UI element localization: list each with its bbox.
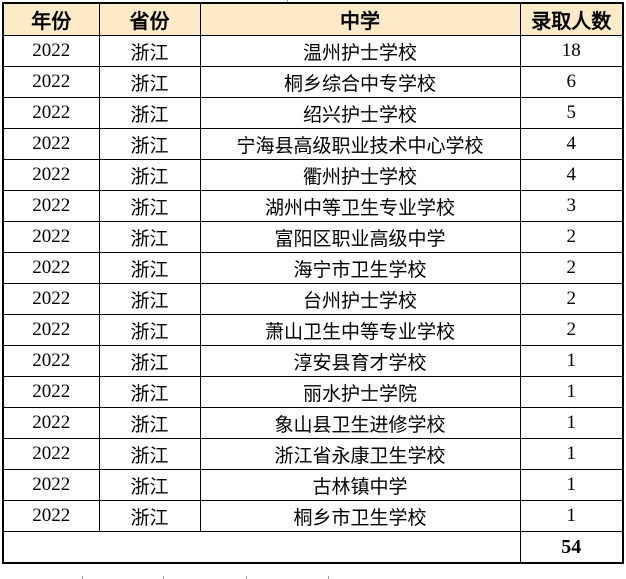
cell-year: 2022 [2,128,100,160]
cell-province: 浙江 [98,283,201,315]
cell-province: 浙江 [98,500,201,532]
col-header-count: 录取人数 [519,2,624,36]
table-row: 2022 浙江 台州护士学校 2 [2,283,624,315]
table-row: 2022 浙江 桐乡综合中专学校 6 [2,66,624,98]
cell-school: 温州护士学校 [199,35,521,67]
cell-school: 浙江省永康卫生学校 [199,438,521,470]
cell-school: 富阳区职业高级中学 [199,221,521,253]
cell-count: 1 [519,438,624,470]
cell-year: 2022 [2,500,100,532]
cell-count: 5 [519,97,624,129]
cell-province: 浙江 [98,376,201,408]
cell-year: 2022 [2,376,100,408]
col-header-year: 年份 [2,2,100,36]
cell-school: 丽水护士学院 [199,376,521,408]
admissions-table: 年份 省份 中学 录取人数 2022 浙江 温州护士学校 18 2022 浙江 … [2,2,624,564]
cell-province: 浙江 [98,159,201,191]
gridline-stub [287,0,288,2]
cell-province: 浙江 [98,345,201,377]
cell-count: 1 [519,376,624,408]
header-row: 年份 省份 中学 录取人数 [2,2,624,36]
cell-count: 4 [519,128,624,160]
cell-count: 1 [519,469,624,501]
cell-school: 台州护士学校 [199,283,521,315]
cell-count: 2 [519,314,624,346]
table-row: 2022 浙江 桐乡市卫生学校 1 [2,500,624,532]
cell-count: 1 [519,407,624,439]
cell-school: 淳安县育才学校 [199,345,521,377]
cell-count: 6 [519,66,624,98]
table-row: 2022 浙江 宁海县高级职业技术中心学校 4 [2,128,624,160]
cell-year: 2022 [2,283,100,315]
cell-province: 浙江 [98,252,201,284]
table-row: 2022 浙江 绍兴护士学校 5 [2,97,624,129]
cell-school: 象山县卫生进修学校 [199,407,521,439]
col-header-school: 中学 [199,2,521,36]
cell-province: 浙江 [98,66,201,98]
cell-province: 浙江 [98,128,201,160]
cell-school: 海宁市卫生学校 [199,252,521,284]
cell-province: 浙江 [98,190,201,222]
cell-count: 3 [519,190,624,222]
table-body: 2022 浙江 温州护士学校 18 2022 浙江 桐乡综合中专学校 6 202… [2,35,624,532]
total-row: 54 [2,531,624,564]
cell-count: 18 [519,35,624,67]
table-row: 2022 浙江 浙江省永康卫生学校 1 [2,438,624,470]
cell-school: 桐乡市卫生学校 [199,500,521,532]
cell-school: 桐乡综合中专学校 [199,66,521,98]
table-row: 2022 浙江 象山县卫生进修学校 1 [2,407,624,439]
cell-count: 2 [519,283,624,315]
total-count: 54 [519,531,624,564]
cell-year: 2022 [2,314,100,346]
table-row: 2022 浙江 衢州护士学校 4 [2,159,624,191]
cell-count: 4 [519,159,624,191]
table-row: 2022 浙江 古林镇中学 1 [2,469,624,501]
cell-count: 2 [519,221,624,253]
cell-province: 浙江 [98,97,201,129]
gridline-stub [82,576,83,579]
cell-province: 浙江 [98,35,201,67]
table-row: 2022 浙江 湖州中等卫生专业学校 3 [2,190,624,222]
cell-year: 2022 [2,35,100,67]
cell-province: 浙江 [98,221,201,253]
cell-school: 湖州中等卫生专业学校 [199,190,521,222]
cell-year: 2022 [2,252,100,284]
cell-year: 2022 [2,97,100,129]
cell-year: 2022 [2,159,100,191]
cell-year: 2022 [2,190,100,222]
gridline-stub [246,576,247,579]
cell-school: 宁海县高级职业技术中心学校 [199,128,521,160]
cell-province: 浙江 [98,407,201,439]
cell-province: 浙江 [98,314,201,346]
cell-school: 绍兴护士学校 [199,97,521,129]
table-row: 2022 浙江 温州护士学校 18 [2,35,624,67]
table-row: 2022 浙江 富阳区职业高级中学 2 [2,221,624,253]
cell-province: 浙江 [98,438,201,470]
cell-count: 1 [519,345,624,377]
cell-school: 古林镇中学 [199,469,521,501]
cell-count: 1 [519,500,624,532]
cell-school: 衢州护士学校 [199,159,521,191]
cell-count: 2 [519,252,624,284]
gridline-stub [328,576,329,579]
cell-province: 浙江 [98,469,201,501]
gridline-stub [163,576,164,579]
table-row: 2022 浙江 丽水护士学院 1 [2,376,624,408]
table-row: 2022 浙江 淳安县育才学校 1 [2,345,624,377]
cell-year: 2022 [2,438,100,470]
cell-year: 2022 [2,345,100,377]
col-header-province: 省份 [98,2,201,36]
cell-year: 2022 [2,407,100,439]
total-empty-cell [2,531,521,564]
cell-year: 2022 [2,221,100,253]
cell-year: 2022 [2,66,100,98]
table-row: 2022 浙江 萧山卫生中等专业学校 2 [2,314,624,346]
cell-school: 萧山卫生中等专业学校 [199,314,521,346]
cell-year: 2022 [2,469,100,501]
table-row: 2022 浙江 海宁市卫生学校 2 [2,252,624,284]
